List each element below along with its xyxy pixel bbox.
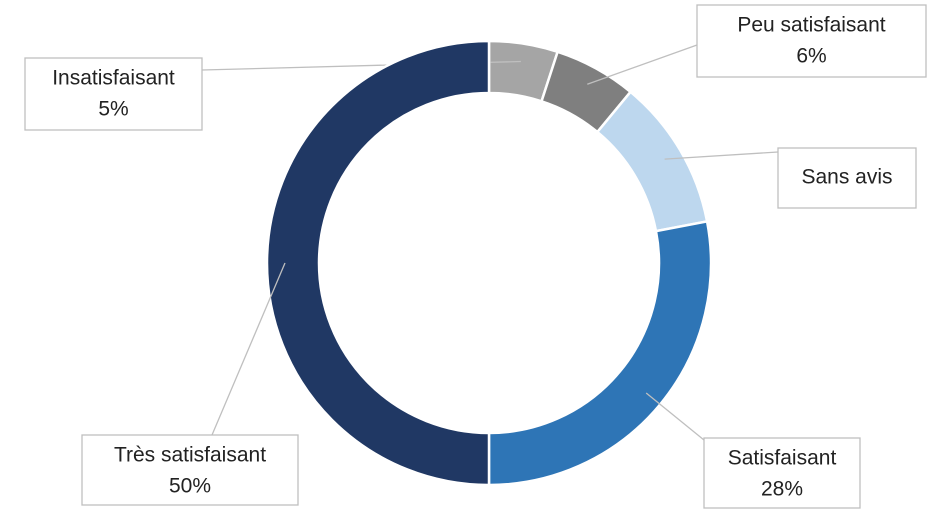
category-label: Très satisfaisant <box>114 444 266 467</box>
category-label: Peu satisfaisant <box>737 14 885 37</box>
leader-line <box>587 44 698 85</box>
label-box <box>703 437 861 509</box>
donut-segment <box>265 39 491 487</box>
category-label: Insatisfaisant <box>52 67 175 90</box>
label-box <box>24 57 203 131</box>
value-label: 28% <box>761 478 803 501</box>
leader-line <box>645 392 705 441</box>
label-box <box>81 434 299 506</box>
value-label: 5% <box>98 98 128 121</box>
value-label: 50% <box>169 475 211 498</box>
category-label: Satisfaisant <box>728 447 837 470</box>
donut-segment <box>595 90 709 233</box>
leader-line <box>664 151 779 160</box>
category-label: Sans avis <box>801 166 892 189</box>
leader-line <box>211 262 286 436</box>
donut-segment <box>487 219 713 487</box>
label-box <box>777 147 917 209</box>
value-label: 6% <box>796 45 826 68</box>
label-box <box>696 4 927 78</box>
